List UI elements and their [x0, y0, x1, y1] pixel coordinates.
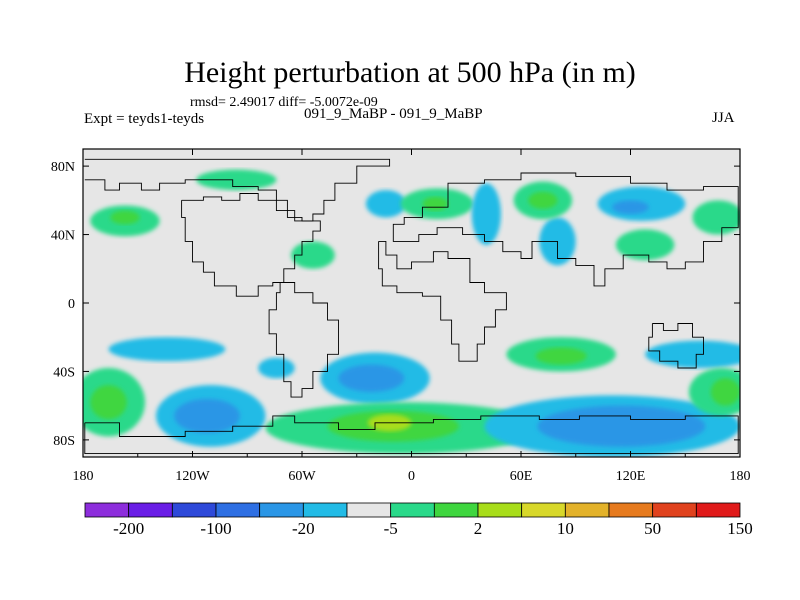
- anomaly-region: [338, 364, 405, 392]
- colorbar-swatch: [652, 502, 697, 518]
- colorbar-label: 10: [557, 519, 574, 538]
- anomaly-region: [365, 190, 407, 218]
- anomaly-region: [174, 398, 240, 434]
- colorbar-label: -20: [292, 519, 315, 538]
- experiment-label: Expt = teyds1-teyds: [84, 111, 205, 127]
- y-tick-label: 0: [68, 297, 75, 312]
- colorbar-swatch: [608, 502, 654, 518]
- colorbar-label: 50: [644, 519, 661, 538]
- colorbar-swatch: [215, 502, 261, 518]
- coastline: [392, 172, 739, 287]
- y-tick-label: 40N: [51, 229, 75, 244]
- x-tick-label: 60E: [510, 469, 533, 484]
- chart-title: Height perturbation at 500 hPa (in m): [184, 56, 636, 89]
- anomaly-region: [258, 357, 295, 379]
- x-tick-label: 120E: [616, 469, 646, 484]
- anomaly-region: [528, 191, 558, 209]
- colorbar-label: 2: [474, 519, 483, 538]
- anomaly-region: [537, 405, 706, 447]
- coastline: [648, 323, 704, 369]
- anomaly-region: [535, 347, 587, 365]
- coastline: [181, 193, 321, 297]
- coastline: [84, 415, 739, 455]
- case-label: 091_9_MaBP - 091_9_MaBP: [304, 106, 483, 122]
- anomaly-region: [90, 385, 127, 420]
- x-tick-label: 180: [73, 469, 94, 484]
- colorbar-swatch: [695, 502, 741, 518]
- colorbar-swatch: [171, 502, 217, 518]
- x-tick-label: 120W: [175, 469, 210, 484]
- colorbar-swatch: [128, 502, 173, 518]
- colorbar-swatch: [259, 502, 304, 518]
- colorbar-swatch: [302, 502, 348, 518]
- colorbar-swatch: [390, 502, 435, 518]
- anomaly-region: [710, 378, 740, 406]
- anomaly-contours: [83, 169, 740, 457]
- anomaly-region: [108, 337, 226, 362]
- y-tick-label: 80S: [53, 434, 75, 449]
- colorbar-label: -200: [113, 519, 144, 538]
- colorbar-swatch: [346, 502, 392, 518]
- rmsd-label: rmsd= 2.49017 diff= -5.0072e-09: [190, 95, 378, 110]
- y-tick-label: 80N: [51, 160, 75, 175]
- colorbar-swatch: [433, 502, 479, 518]
- axis-ticks: 180 120W 60W 0 60E 120E 180 80N 40N 0 40S 80S: [51, 149, 751, 484]
- x-tick-label: 60W: [288, 469, 316, 484]
- coastline: [268, 282, 339, 398]
- x-tick-label: 0: [408, 469, 415, 484]
- colorbar-label: -5: [384, 519, 398, 538]
- colorbar-swatch: [84, 502, 130, 518]
- colorbar-swatch: [564, 502, 610, 518]
- anomaly-region: [110, 210, 140, 225]
- x-tick-label: 180: [730, 469, 751, 484]
- colorbar: -200 -100 -20 -5 2 10 50 150: [84, 502, 753, 538]
- anomaly-region: [471, 183, 501, 245]
- anomaly-region: [692, 200, 740, 235]
- anomaly-region: [615, 229, 675, 261]
- y-tick-label: 40S: [53, 365, 75, 380]
- anomaly-region: [612, 200, 649, 215]
- colorbar-label: -100: [200, 519, 231, 538]
- colorbar-swatch: [521, 502, 566, 518]
- season-label: JJA: [712, 110, 735, 126]
- coastlines: [84, 158, 739, 455]
- anomaly-region: [422, 196, 448, 211]
- coastline: [378, 240, 507, 362]
- anomaly-region: [196, 169, 277, 191]
- colorbar-label: 150: [727, 519, 753, 538]
- colorbar-swatch: [477, 502, 523, 518]
